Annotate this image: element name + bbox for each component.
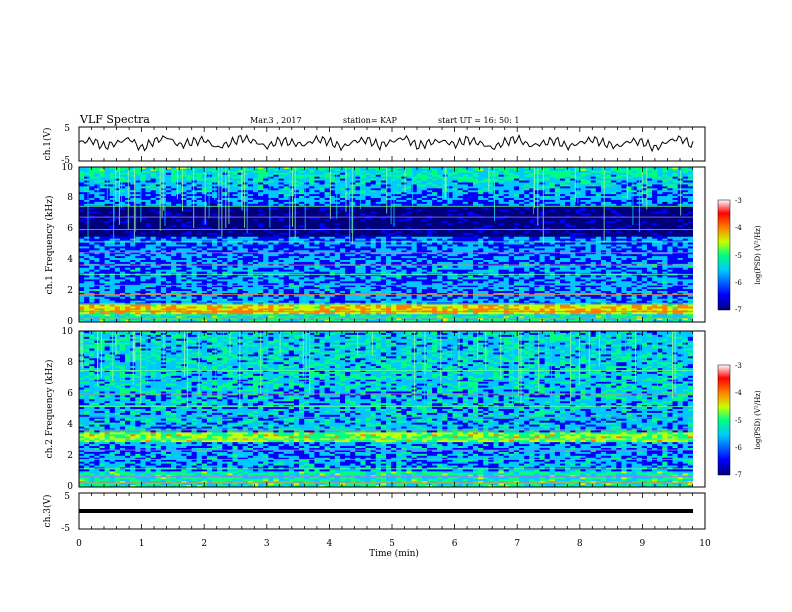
x-tick-label: 1 — [139, 539, 145, 549]
ch2-spectrogram-image — [79, 331, 705, 488]
ch1-ytick-10: 10 — [62, 163, 74, 173]
ch2-ytick-4: 4 — [67, 420, 73, 430]
ch3-ytick-top: 5 — [64, 492, 70, 502]
ch2-cb-tick--4: -4 — [735, 389, 742, 397]
ch2-ytick-6: 6 — [67, 389, 73, 399]
ch3-waveform-line — [79, 509, 693, 513]
start-time-label: start UT = 16: 50: 1 — [438, 116, 519, 125]
x-tick-label: 10 — [699, 539, 711, 549]
ch1-spectrogram-image — [79, 167, 705, 323]
ch2-cb-tick--5: -5 — [735, 417, 742, 425]
ch1-ytick-6: 6 — [67, 224, 73, 234]
ch2-colorbar-bar — [717, 364, 731, 476]
ch2-ytick-0: 0 — [67, 482, 73, 492]
ch1-spec-ylabel: ch.1 Frequency (kHz) — [44, 196, 55, 295]
ch1-colorbar-bar — [717, 199, 731, 311]
ch1-ytick-0: 0 — [67, 317, 73, 327]
ch2-ytick-8: 8 — [67, 358, 73, 368]
x-tick-label: 4 — [327, 539, 333, 549]
x-tick-label: 0 — [76, 539, 82, 549]
ch2-ytick-2: 2 — [67, 451, 73, 461]
ch1-ytick-2: 2 — [67, 286, 73, 296]
ch2-spectrogram-panel: 10 8 6 4 2 0 ch.2 Frequency (kHz) — [44, 327, 706, 492]
x-tick-label: 8 — [577, 539, 583, 549]
x-tick-label: 7 — [514, 539, 520, 549]
ch1-waveform-frame — [78, 126, 706, 162]
figure-title: VLF Spectra — [79, 113, 150, 126]
ch3-ylabel: ch.3(V) — [42, 495, 53, 528]
ch1-waveform-panel: 5 -5 ch.1(V) — [42, 124, 706, 166]
ch1-ylabel: ch.1(V) — [42, 128, 53, 161]
ch3-ytick-bottom: -5 — [61, 524, 70, 534]
ch1-waveform-line — [78, 134, 694, 153]
ch2-cb-tick--7: -7 — [735, 471, 742, 479]
x-axis-tick-labels: 0 1 2 3 4 5 6 7 8 9 10 — [76, 539, 711, 549]
ch1-colorbar: -3 -4 -5 -6 -7 log(PSD) (V²/Hz) — [717, 197, 762, 314]
ch2-colorbar: -3 -4 -5 -6 -7 log(PSD) (V²/Hz) — [717, 362, 762, 479]
ch1-cb-tick--3: -3 — [735, 197, 742, 205]
ch1-ytick-4: 4 — [67, 255, 73, 265]
ch1-cb-tick--4: -4 — [735, 224, 742, 232]
ch1-colorbar-label: log(PSD) (V²/Hz) — [754, 225, 762, 284]
x-tick-label: 3 — [264, 539, 270, 549]
ch1-spectrogram-panel: 10 8 6 4 2 0 ch.1 Frequency (kHz) — [44, 163, 706, 327]
ch2-colorbar-label: log(PSD) (V²/Hz) — [754, 390, 762, 449]
ch3-waveform-panel: 5 -5 ch.3(V) — [42, 492, 706, 534]
x-axis-ticks — [78, 127, 706, 529]
x-axis-label: Time (min) — [369, 548, 419, 559]
date-label: Mar.3 , 2017 — [250, 116, 302, 125]
ch1-ytick-8: 8 — [67, 193, 73, 203]
x-tick-label: 2 — [201, 539, 207, 549]
x-tick-label: 6 — [452, 539, 458, 549]
ch2-cb-tick--3: -3 — [735, 362, 742, 370]
station-label: station= KAP — [343, 116, 398, 125]
x-tick-label: 5 — [389, 539, 395, 549]
ch2-ytick-10: 10 — [62, 327, 74, 337]
ch1-ytick-bottom: -5 — [61, 156, 70, 166]
ch2-spec-ylabel: ch.2 Frequency (kHz) — [44, 360, 55, 459]
ch2-cb-tick--6: -6 — [735, 444, 742, 452]
x-tick-label: 9 — [640, 539, 646, 549]
ch1-cb-tick--7: -7 — [735, 306, 742, 314]
ch1-cb-tick--6: -6 — [735, 279, 742, 287]
ch1-ytick-top: 5 — [64, 124, 70, 134]
ch1-cb-tick--5: -5 — [735, 252, 742, 260]
